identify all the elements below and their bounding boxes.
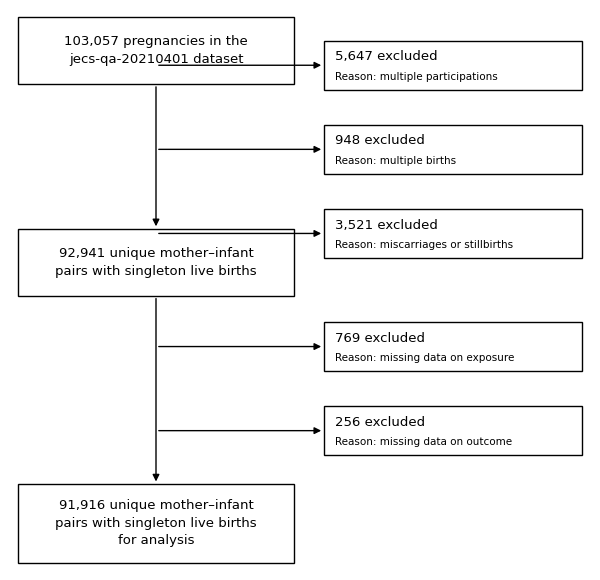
Text: 769 excluded: 769 excluded — [335, 332, 425, 345]
Text: Reason: multiple participations: Reason: multiple participations — [335, 71, 497, 82]
Text: 3,521 excluded: 3,521 excluded — [335, 219, 437, 231]
Bar — [324, 406, 582, 455]
Text: 92,941 unique mother–infant
pairs with singleton live births: 92,941 unique mother–infant pairs with s… — [55, 247, 257, 278]
Text: Reason: miscarriages or stillbirths: Reason: miscarriages or stillbirths — [335, 240, 513, 250]
Text: 948 excluded: 948 excluded — [335, 135, 425, 147]
Bar — [324, 41, 582, 90]
Bar — [18, 17, 294, 84]
Text: 91,916 unique mother–infant
pairs with singleton live births
for analysis: 91,916 unique mother–infant pairs with s… — [55, 499, 257, 548]
Bar — [324, 209, 582, 258]
Text: Reason: missing data on outcome: Reason: missing data on outcome — [335, 437, 512, 447]
Text: Reason: multiple births: Reason: multiple births — [335, 155, 456, 166]
Text: 103,057 pregnancies in the
jecs-qa-20210401 dataset: 103,057 pregnancies in the jecs-qa-20210… — [64, 35, 248, 66]
Text: 5,647 excluded: 5,647 excluded — [335, 50, 437, 63]
Bar — [18, 484, 294, 563]
Bar — [18, 229, 294, 296]
Bar — [324, 322, 582, 371]
Text: Reason: missing data on exposure: Reason: missing data on exposure — [335, 353, 514, 363]
Text: 256 excluded: 256 excluded — [335, 416, 425, 429]
Bar — [324, 125, 582, 174]
